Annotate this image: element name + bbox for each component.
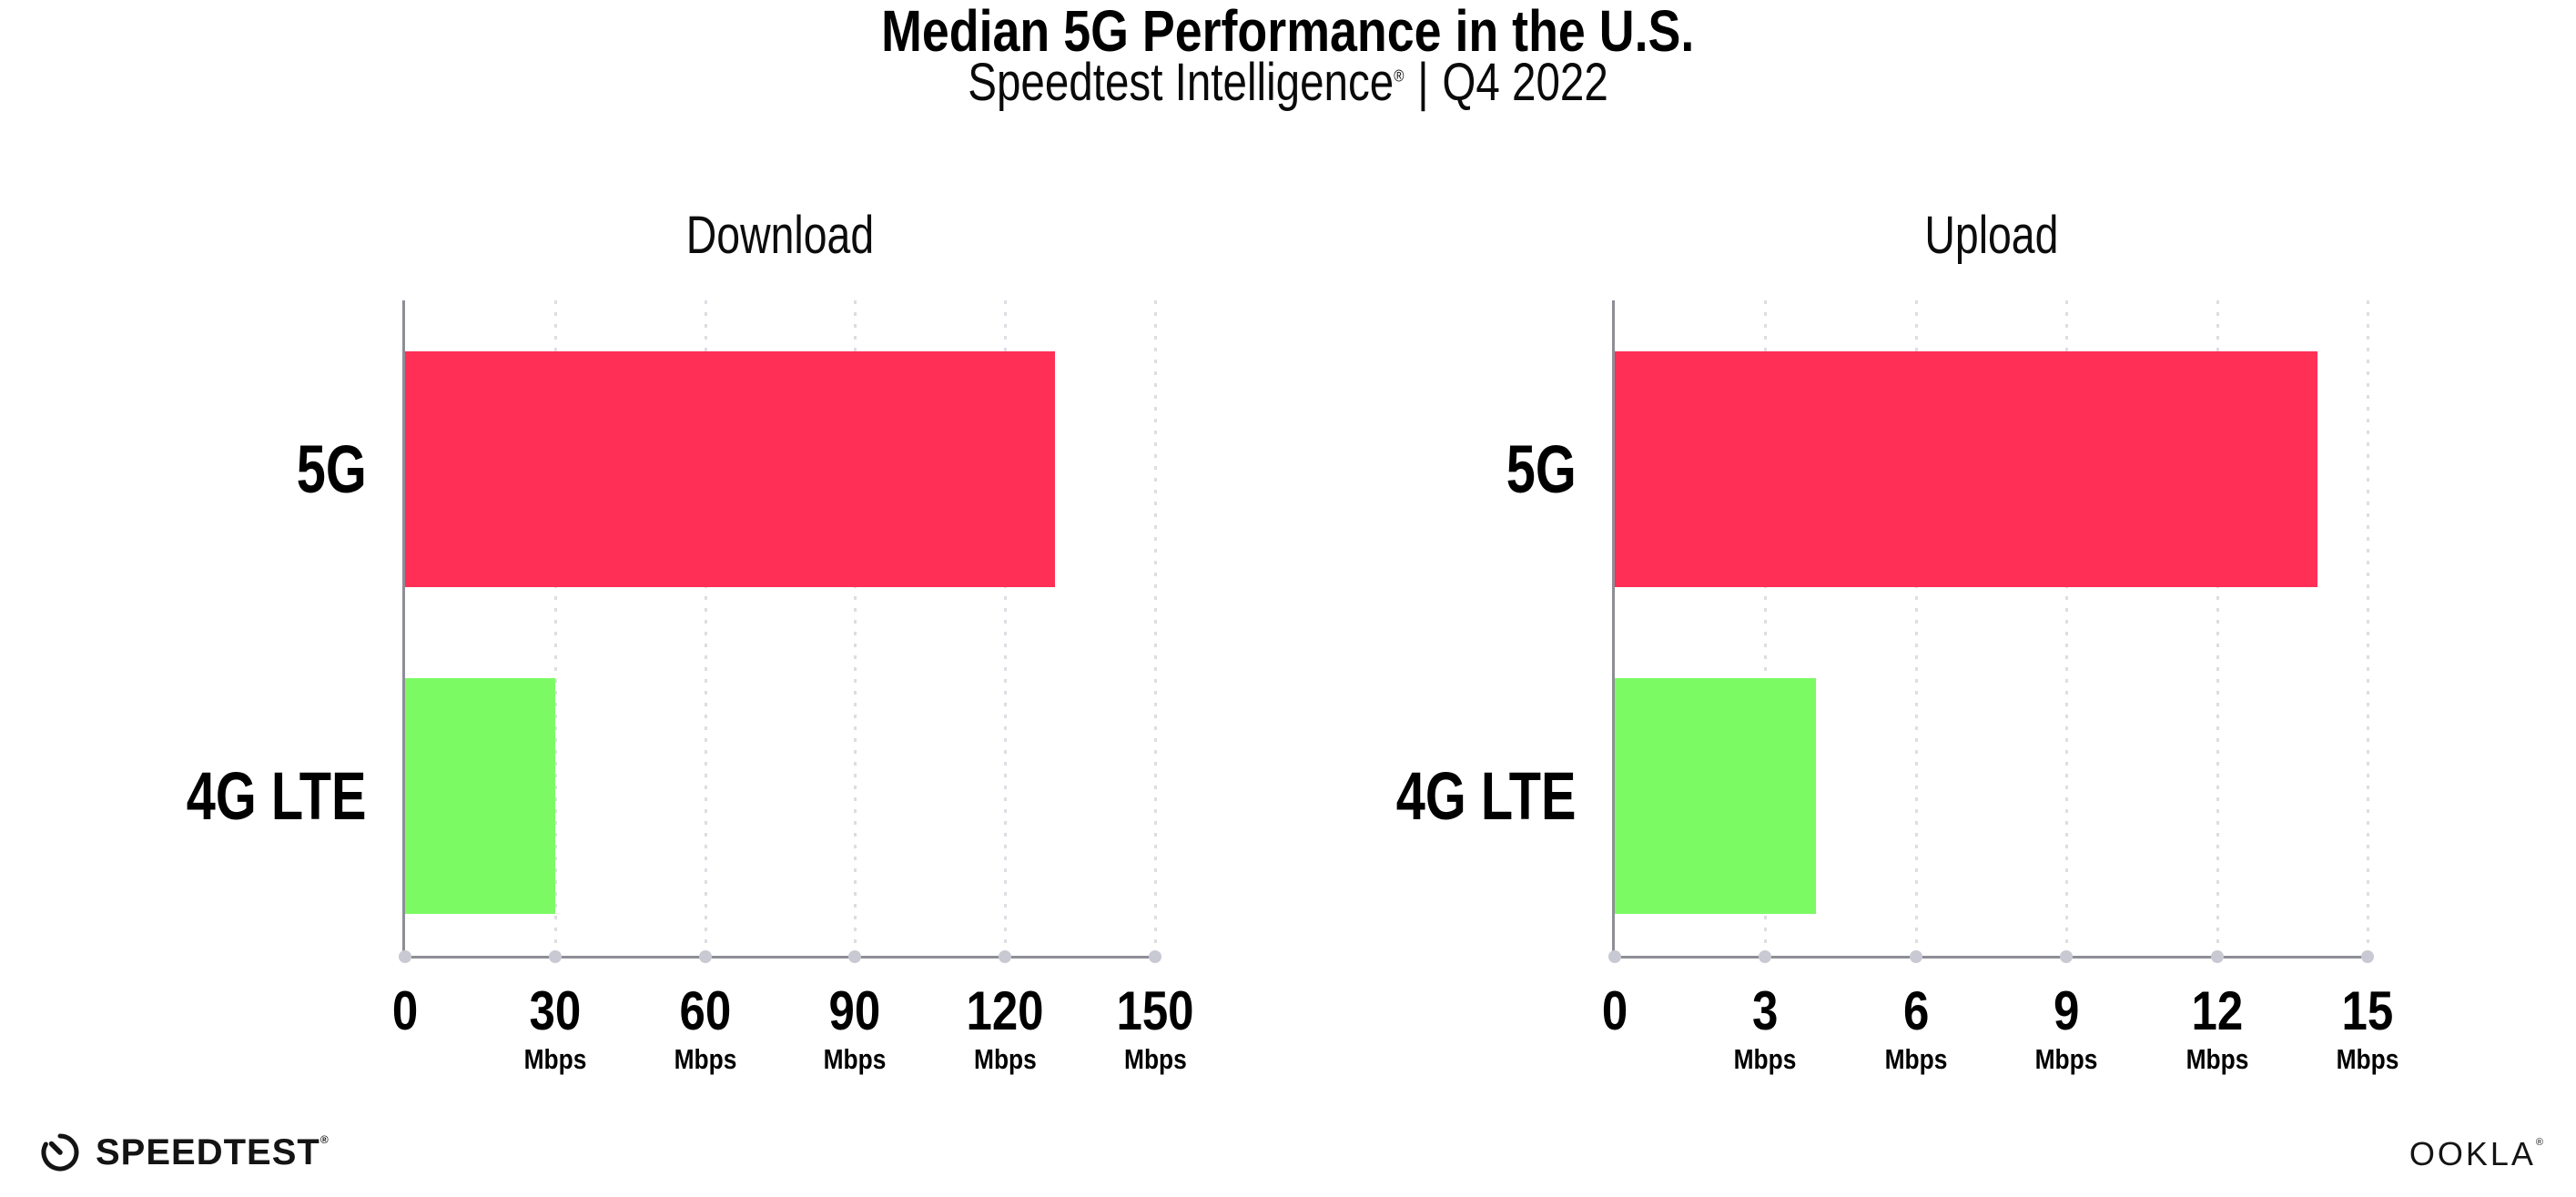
axis-tick-dot-120 (999, 950, 1012, 963)
ookla-wordmark: OOKLA (2409, 1135, 2536, 1172)
x-tick-unit: Mbps (973, 1043, 1037, 1075)
x-tick-label: 6 (1902, 980, 1929, 1041)
bar-4g-lte (405, 678, 555, 914)
axis-tick-dot-15 (2361, 950, 2374, 963)
x-tick-label: 12 (2191, 980, 2243, 1041)
gridline-120 (1004, 300, 1008, 956)
x-tick-label: 3 (1752, 980, 1779, 1041)
bar-4g-lte (1615, 678, 1816, 914)
x-tick-label: 0 (391, 980, 419, 1041)
subtitle-brand: Speedtest Intelligence (968, 53, 1394, 112)
x-tick-label: 30 (529, 980, 582, 1041)
x-tick-label: 150 (1116, 980, 1194, 1041)
x-tick-unit: Mbps (2336, 1043, 2399, 1075)
x-tick-30: 30 Mbps (518, 980, 592, 1075)
page-title: Median 5G Performance in the U.S. (881, 0, 1695, 64)
x-tick-15: 15 Mbps (2331, 980, 2405, 1075)
axis-tick-dot-90 (848, 950, 862, 963)
axis-tick-dot-9 (2060, 950, 2074, 963)
gridline-3 (1764, 300, 1768, 956)
x-tick-12: 12 Mbps (2180, 980, 2254, 1075)
gridline-6 (1914, 300, 1918, 956)
subtitle-separator: | (1417, 53, 1429, 112)
x-tick-90: 90 Mbps (818, 980, 892, 1075)
x-tick-0: 0 (1599, 984, 1629, 1039)
x-tick-150: 150 Mbps (1110, 980, 1201, 1075)
x-tick-120: 120 Mbps (959, 980, 1050, 1075)
x-tick-label: 60 (679, 980, 731, 1041)
registered-mark-icon: ® (319, 1133, 329, 1146)
gridline-150 (1154, 300, 1157, 956)
x-tick-unit: Mbps (2034, 1043, 2098, 1075)
page-subtitle: Speedtest Intelligence® | Q4 2022 (0, 56, 2576, 109)
x-tick-label: 120 (966, 980, 1044, 1041)
axis-tick-dot-3 (1759, 950, 1772, 963)
bar-5g (1615, 351, 2317, 587)
speedtest-logo: SPEEDTEST® (38, 1131, 329, 1174)
axis-tick-dot-60 (698, 950, 712, 963)
x-tick-label: 90 (829, 980, 881, 1041)
axis-tick-dot-0 (399, 950, 411, 963)
axis-tick-dot-30 (548, 950, 562, 963)
x-tick-unit: Mbps (523, 1043, 587, 1075)
x-tick-unit: Mbps (823, 1043, 887, 1075)
gridline-9 (2065, 300, 2069, 956)
x-tick-label: 9 (2054, 980, 2080, 1041)
x-tick-unit: Mbps (1123, 1043, 1187, 1075)
gridline-12 (2216, 300, 2219, 956)
axis-tick-dot-150 (1149, 950, 1161, 963)
chart-title-upload: Upload (1923, 206, 2059, 265)
axis-tick-dot-6 (1909, 950, 1922, 963)
registered-mark-icon: ® (2535, 1137, 2543, 1148)
category-label-4g-lte: 4G LTE (187, 757, 367, 834)
speedtest-gauge-icon (41, 1133, 79, 1172)
speedtest-wordmark: SPEEDTEST® (96, 1132, 329, 1172)
category-label-5g: 5G (1506, 431, 1577, 507)
upload-chart: Upload 5G 4G LTE 0 3 Mbps 6 Mbps 9 Mbps 12 Mbps 15 Mb… (1396, 209, 2399, 1074)
x-tick-label: 0 (1601, 980, 1628, 1041)
gridline-30 (553, 300, 557, 956)
x-tick-3: 3 Mbps (1729, 980, 1802, 1075)
x-tick-unit: Mbps (2186, 1043, 2248, 1075)
x-tick-60: 60 Mbps (668, 980, 742, 1075)
gridline-60 (704, 300, 707, 956)
gridline-15 (2367, 300, 2369, 956)
axis-tick-dot-12 (2210, 950, 2224, 963)
x-tick-label: 15 (2341, 980, 2394, 1041)
x-tick-0: 0 (390, 984, 420, 1039)
registered-mark-icon: ® (1394, 66, 1405, 86)
ookla-logo: OOKLA® (2409, 1138, 2543, 1171)
download-chart: Download 5G 4G LTE 0 30 Mbps 60 Mbps 90 Mbps 120 Mb… (187, 209, 1193, 1074)
chart-title-download: Download (685, 206, 875, 265)
category-label-4g-lte: 4G LTE (1396, 757, 1577, 834)
category-label-5g: 5G (296, 431, 367, 507)
subtitle-period: Q4 2022 (1442, 53, 1608, 112)
bar-5g (405, 351, 1056, 587)
axis-tick-dot-0 (1608, 950, 1621, 963)
x-tick-unit: Mbps (1884, 1043, 1948, 1075)
x-tick-unit: Mbps (1733, 1043, 1797, 1075)
x-tick-6: 6 Mbps (1879, 980, 1952, 1075)
gridline-90 (854, 300, 857, 956)
x-tick-unit: Mbps (674, 1043, 736, 1075)
x-tick-9: 9 Mbps (2030, 980, 2104, 1075)
